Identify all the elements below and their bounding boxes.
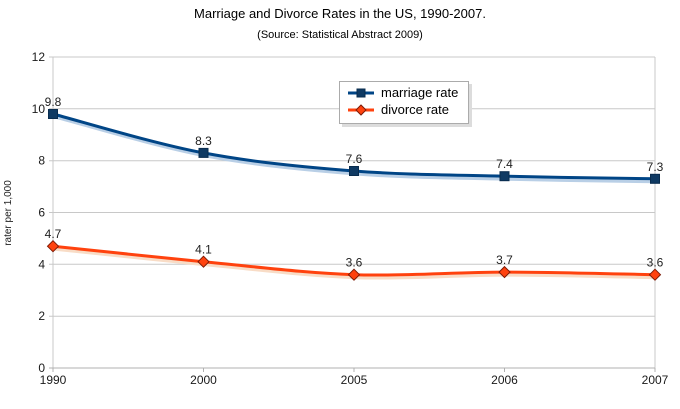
svg-text:4: 4 bbox=[38, 257, 45, 271]
svg-text:4.1: 4.1 bbox=[195, 243, 212, 257]
legend-item-divorce-rate: divorce rate bbox=[346, 102, 458, 118]
svg-text:7.4: 7.4 bbox=[496, 157, 513, 171]
chart-subtitle: (Source: Statistical Abstract 2009) bbox=[257, 29, 423, 41]
svg-text:9.8: 9.8 bbox=[45, 95, 62, 109]
svg-text:2005: 2005 bbox=[341, 373, 368, 387]
svg-text:3.7: 3.7 bbox=[496, 253, 513, 267]
svg-text:3.6: 3.6 bbox=[346, 256, 363, 270]
svg-text:6: 6 bbox=[38, 206, 45, 220]
svg-text:7.3: 7.3 bbox=[647, 160, 664, 174]
legend-label-marriage-rate: marriage rate bbox=[381, 85, 459, 100]
svg-text:4.7: 4.7 bbox=[45, 227, 62, 241]
svg-text:8.3: 8.3 bbox=[195, 134, 212, 148]
svg-text:12: 12 bbox=[32, 50, 46, 64]
legend: marriage rate divorce rate bbox=[339, 81, 470, 124]
svg-text:2000: 2000 bbox=[190, 373, 217, 387]
svg-text:3.6: 3.6 bbox=[647, 256, 664, 270]
svg-text:8: 8 bbox=[38, 154, 45, 168]
legend-item-marriage-rate: marriage rate bbox=[346, 85, 458, 101]
svg-text:1990: 1990 bbox=[40, 373, 67, 387]
svg-text:7.6: 7.6 bbox=[346, 152, 363, 166]
svg-text:2007: 2007 bbox=[642, 373, 669, 387]
svg-text:rater per 1,000: rater per 1,000 bbox=[3, 180, 14, 246]
divorce-rate-swatch-icon bbox=[348, 104, 374, 116]
svg-text:2: 2 bbox=[38, 309, 45, 323]
chart-title: Marriage and Divorce Rates in the US, 19… bbox=[194, 6, 486, 21]
svg-text:10: 10 bbox=[32, 102, 46, 116]
legend-label-divorce-rate: divorce rate bbox=[381, 102, 449, 117]
svg-text:2006: 2006 bbox=[491, 373, 518, 387]
marriage-rate-swatch-icon bbox=[348, 88, 374, 98]
svg-text:0: 0 bbox=[38, 361, 45, 375]
